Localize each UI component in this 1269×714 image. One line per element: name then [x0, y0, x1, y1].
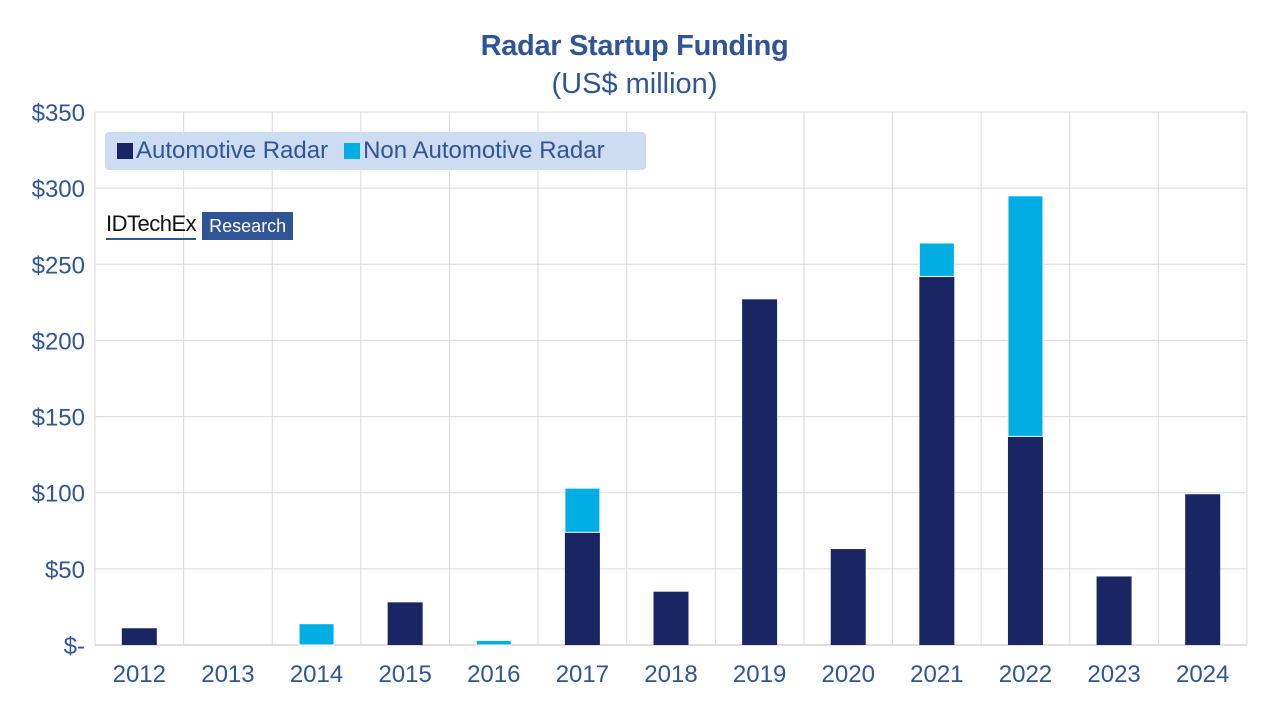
bar-automotive-2018 [653, 591, 689, 645]
x-tick-label: 2017 [556, 661, 609, 688]
bar-automotive-2022 [1007, 436, 1043, 645]
x-tick-label: 2021 [910, 661, 963, 688]
bar-non-automotive-2014 [298, 623, 335, 646]
legend-label-non-automotive: Non Automotive Radar [363, 137, 605, 164]
x-tick-label: 2023 [1087, 661, 1140, 688]
y-tick-label: $350 [32, 100, 85, 127]
x-tick-label: 2024 [1176, 661, 1229, 688]
y-tick-label: $50 [45, 557, 85, 584]
bar-automotive-2023 [1096, 576, 1132, 645]
x-tick-label: 2016 [467, 661, 520, 688]
x-tick-label: 2018 [644, 661, 697, 688]
bar-non-automotive-2016 [475, 639, 512, 646]
x-tick-label: 2012 [113, 661, 166, 688]
bar-automotive-2019 [742, 299, 778, 645]
bar-non-automotive-2021 [918, 242, 955, 277]
logo-tag: Research [202, 212, 294, 240]
y-axis-ticks: $- $50 $100 $150 $200 $250 $300 $350 [32, 100, 85, 660]
grid-lines [94, 111, 1248, 646]
chart-subtitle: (US$ million) [551, 68, 718, 100]
x-tick-label: 2013 [201, 661, 254, 688]
y-tick-label: $300 [32, 176, 85, 203]
x-tick-label: 2015 [378, 661, 431, 688]
bar-non-automotive-2017 [564, 487, 601, 533]
x-tick-label: 2014 [290, 661, 343, 688]
x-tick-label: 2019 [733, 661, 786, 688]
y-tick-label: $150 [32, 405, 85, 432]
x-axis-ticks: 2012 2013 2014 2015 2016 2017 2018 2019 2020 2021… [113, 661, 1230, 688]
legend: Automotive Radar Non Automotive Radar [105, 132, 646, 170]
x-tick-label: 2022 [999, 661, 1052, 688]
legend-swatch-non-automotive [344, 143, 361, 159]
y-tick-label: $250 [32, 252, 85, 279]
legend-swatch-automotive [117, 143, 133, 159]
bar-automotive-2012 [121, 628, 157, 645]
y-tick-label: $200 [32, 328, 85, 355]
y-tick-label: $- [64, 633, 85, 660]
bar-non-automotive-2022 [1007, 195, 1044, 437]
bars [121, 195, 1221, 646]
legend-label-automotive: Automotive Radar [136, 137, 329, 164]
logo-brand: IDTechEx [106, 212, 197, 240]
bar-automotive-2024 [1185, 494, 1221, 645]
x-tick-label: 2020 [822, 661, 875, 688]
bar-automotive-2015 [387, 602, 423, 645]
legend-item-automotive: Automotive Radar [117, 137, 328, 165]
legend-item-non-automotive: Non Automotive Radar [344, 137, 605, 165]
y-tick-label: $100 [32, 481, 85, 508]
idtechex-logo: IDTechEx Research [106, 212, 294, 240]
bar-automotive-2020 [830, 549, 866, 645]
bar-automotive-2017 [564, 532, 600, 645]
bar-automotive-2021 [919, 276, 955, 645]
chart-title: Radar Startup Funding [480, 30, 789, 62]
